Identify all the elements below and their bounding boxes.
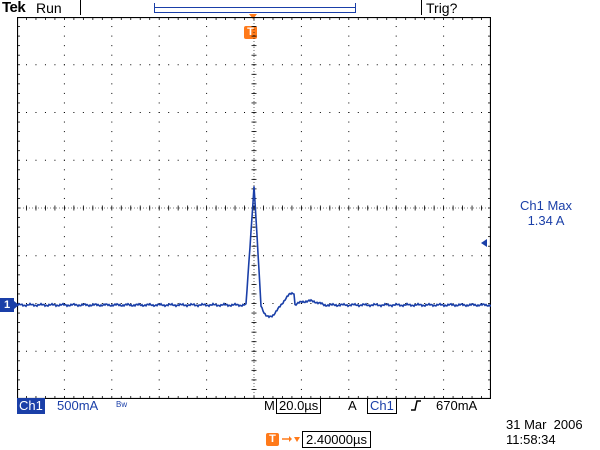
waveform-display <box>17 17 491 399</box>
measurement-value: 1.34 A <box>527 213 565 228</box>
ch1-ground-marker[interactable]: 1 <box>0 298 19 312</box>
trigger-level[interactable]: 670mA <box>436 398 478 413</box>
vertical-scale[interactable]: 500mA <box>57 398 99 413</box>
acquisition-status: Run <box>36 0 62 16</box>
date: 31 Mar 2006 <box>506 417 583 432</box>
trigger-status: Trig? <box>426 0 458 16</box>
trigger-source[interactable]: Ch1 <box>367 398 397 414</box>
record-window-indicator <box>154 3 356 13</box>
brand-logo: Tek <box>2 0 26 16</box>
ch1-waveform-trace <box>17 186 491 319</box>
status-bar: Ch1 500mA Bw M 20.0µs A Ch1 670mA <box>17 398 492 414</box>
channel-badge[interactable]: Ch1 <box>17 398 45 414</box>
timebase-prefix: M <box>264 398 275 413</box>
measurement-label: Ch1 Max <box>519 198 573 213</box>
delay-arrow-icon <box>282 436 300 442</box>
horizontal-delay-value[interactable]: 2.40000µs <box>302 431 371 448</box>
measurement-readout: Ch1 Max 1.34 A <box>500 198 592 228</box>
bandwidth-limit-icon: Bw <box>116 400 128 409</box>
header-divider-right <box>421 0 422 15</box>
header-divider-left <box>80 0 81 15</box>
date-time: 31 Mar 2006 11:58:34 <box>506 417 583 447</box>
trigger-position-arrow-icon <box>249 14 257 19</box>
time: 11:58:34 <box>506 432 556 447</box>
rising-edge-icon <box>411 400 421 411</box>
trigger-mode: A <box>348 398 357 413</box>
timebase-value[interactable]: 20.0µs <box>276 398 322 414</box>
delay-marker-icon: T <box>266 433 279 446</box>
graticule <box>17 17 491 399</box>
trigger-level-arrow-icon <box>481 239 487 247</box>
